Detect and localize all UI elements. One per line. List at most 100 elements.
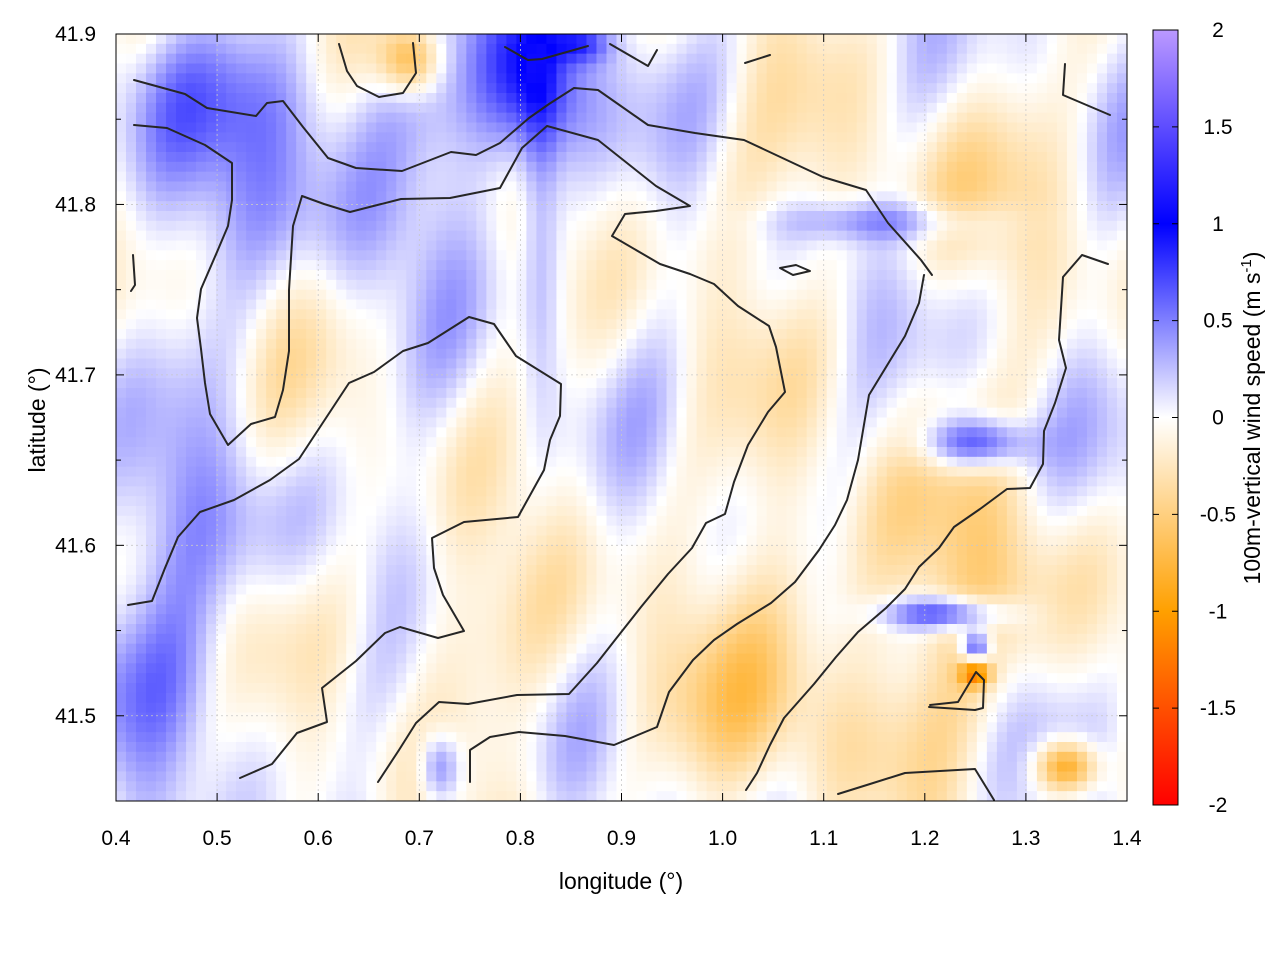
heatmap-cell <box>446 112 457 124</box>
heatmap-cell <box>376 161 387 173</box>
heatmap-cell <box>186 43 197 55</box>
heatmap-cell <box>626 63 638 74</box>
heatmap-cell <box>596 152 608 163</box>
heatmap-cell <box>656 496 668 507</box>
heatmap-cell <box>536 191 548 202</box>
heatmap-cell <box>946 319 958 330</box>
heatmap-cell <box>1026 289 1038 301</box>
heatmap-cell <box>186 427 197 438</box>
heatmap-cell <box>556 112 568 124</box>
heatmap-cell <box>166 299 177 310</box>
heatmap-cell <box>636 299 648 310</box>
heatmap-cell <box>596 181 608 192</box>
heatmap-cell <box>226 348 237 360</box>
heatmap-cell <box>146 358 157 369</box>
heatmap-cell <box>836 378 848 389</box>
heatmap-cell <box>456 230 467 242</box>
heatmap-cell <box>406 152 417 163</box>
heatmap-cell <box>1086 329 1098 340</box>
heatmap-cell <box>886 378 898 389</box>
heatmap-cell <box>646 329 658 340</box>
heatmap-cell <box>696 388 708 399</box>
heatmap-cell <box>1116 358 1127 369</box>
heatmap-cell <box>536 220 548 232</box>
heatmap-cell <box>1046 63 1058 74</box>
heatmap-cell <box>866 122 878 133</box>
heatmap-cell <box>416 83 427 94</box>
heatmap-cell <box>756 397 768 409</box>
heatmap-cell <box>516 456 528 468</box>
heatmap-cell <box>1046 476 1058 487</box>
heatmap-cell <box>376 309 387 320</box>
heatmap-cell <box>666 43 678 55</box>
heatmap-cell <box>886 43 898 55</box>
heatmap-cell <box>866 486 878 497</box>
heatmap-cell <box>526 270 538 281</box>
heatmap-cell <box>806 43 818 55</box>
heatmap-cell <box>716 417 728 428</box>
heatmap-cell <box>566 368 578 379</box>
heatmap-cell <box>906 496 918 507</box>
heatmap-cell <box>716 142 728 153</box>
heatmap-cell <box>656 63 668 74</box>
heatmap-cell <box>516 417 528 428</box>
heatmap-cell <box>506 417 517 428</box>
heatmap-cell <box>866 388 878 399</box>
heatmap-cell <box>906 211 918 222</box>
heatmap-cell <box>586 329 598 340</box>
heatmap-cell <box>366 73 377 84</box>
heatmap-cell <box>586 250 598 261</box>
heatmap-cell <box>1116 368 1127 379</box>
heatmap-cell <box>556 34 568 45</box>
heatmap-cell <box>946 329 958 340</box>
heatmap-cell <box>336 329 347 340</box>
heatmap-cell <box>1026 240 1038 251</box>
heatmap-cell <box>486 496 497 507</box>
heatmap-cell <box>166 270 177 281</box>
heatmap-cell <box>546 240 558 251</box>
heatmap-cell <box>716 486 728 497</box>
heatmap-cell <box>976 240 988 251</box>
heatmap-cell <box>386 250 397 261</box>
heatmap-cell <box>576 407 588 419</box>
heatmap-cell <box>566 132 578 143</box>
heatmap-cell <box>526 388 538 399</box>
heatmap-cell <box>196 220 207 232</box>
heatmap-cell <box>976 220 988 232</box>
heatmap-cell <box>696 506 708 517</box>
heatmap-cell <box>176 309 187 320</box>
heatmap-cell <box>636 486 648 497</box>
heatmap-cell <box>546 270 558 281</box>
heatmap-cell <box>726 34 738 45</box>
heatmap-cell <box>126 506 137 517</box>
heatmap-cell <box>666 437 678 448</box>
heatmap-cell <box>476 191 487 202</box>
heatmap-cell <box>296 83 307 94</box>
heatmap-cell <box>946 456 958 468</box>
heatmap-cell <box>286 201 297 212</box>
heatmap-cell <box>176 279 187 291</box>
heatmap-cell <box>406 466 417 478</box>
heatmap-cell <box>576 486 588 497</box>
heatmap-cell <box>566 240 578 251</box>
heatmap-cell <box>866 63 878 74</box>
heatmap-cell <box>606 260 618 271</box>
heatmap-cell <box>876 93 888 104</box>
heatmap-cell <box>196 102 207 114</box>
heatmap-cell <box>526 211 538 222</box>
heatmap-cell <box>646 161 658 173</box>
heatmap-cell <box>966 338 978 350</box>
heatmap-cell <box>496 417 507 428</box>
heatmap-cell <box>326 289 337 301</box>
heatmap-cell <box>566 329 578 340</box>
heatmap-cell <box>136 34 147 45</box>
heatmap-cell <box>186 378 197 389</box>
heatmap-cell <box>696 132 708 143</box>
heatmap-cell <box>846 309 858 320</box>
heatmap-cell <box>326 496 337 507</box>
heatmap-cell <box>906 338 918 350</box>
heatmap-cell <box>836 447 848 458</box>
heatmap-cell <box>796 34 808 45</box>
heatmap-cell <box>806 388 818 399</box>
heatmap-cell <box>796 358 808 369</box>
